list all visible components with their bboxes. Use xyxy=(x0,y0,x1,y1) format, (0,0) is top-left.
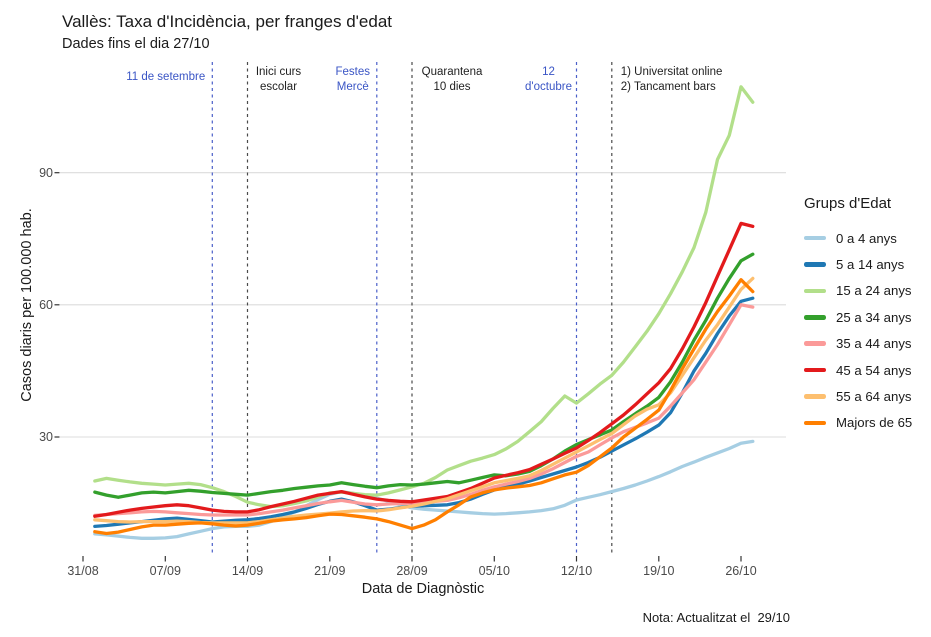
event-label-line: Mercè xyxy=(336,80,369,93)
event-label-line: 11 de setembre xyxy=(126,71,206,83)
event-label-line: 2) Tancament bars xyxy=(620,80,716,93)
chart-title: Vallès: Taxa d'Incidència, per franges d… xyxy=(62,12,393,31)
legend-items: 0 a 4 anys 5 a 14 anys 15 a 24 anys 25 a 34… xyxy=(804,225,931,436)
x-tick-label: 21/09 xyxy=(314,564,346,578)
y-tick-label: 60 xyxy=(39,297,53,312)
event-label-festes: Festes Mercè xyxy=(335,65,370,94)
event-label-line: escolar xyxy=(259,80,298,93)
footer-note: Nota: Actualitzat el 29/10 xyxy=(642,610,790,625)
legend-item-45-a-54-anys: 45 a 54 anys xyxy=(804,357,931,383)
event-label-1-universitat-online: 1) Universitat online 2) Tancament bars xyxy=(621,65,723,94)
event-label-11-de-setembre: 11 de setembre xyxy=(126,70,205,85)
event-label-line: Festes xyxy=(335,66,371,78)
event-label-inici-curs: Inici curs escolar xyxy=(256,65,301,94)
legend-swatch-55-a-64-anys xyxy=(804,394,826,399)
x-tick-label: 28/09 xyxy=(396,564,428,578)
legend-title: Grups d'Edat xyxy=(804,195,892,212)
event-label-line: 10 dies xyxy=(433,80,471,93)
legend-swatch-25-a-34-anys xyxy=(804,315,826,320)
legend-swatch-35-a-44-anys xyxy=(804,341,826,347)
y-tick-label: 90 xyxy=(39,165,53,180)
legend-swatch-majors-de-65 xyxy=(804,420,826,426)
legend-swatch-15-a-24-anys xyxy=(804,288,826,294)
series-line-majors-de-65 xyxy=(93,278,755,536)
legend-item-25-a-34-anys: 25 a 34 anys xyxy=(804,304,931,330)
event-label-12: 12 d'octubre xyxy=(525,65,572,94)
x-tick-label: 07/09 xyxy=(149,564,181,578)
legend-label: 0 a 4 anys xyxy=(836,230,897,246)
event-label-line: Inici curs xyxy=(255,66,302,78)
legend-item-35-a-44-anys: 35 a 44 anys xyxy=(804,331,931,357)
legend-label: 15 a 24 anys xyxy=(836,283,912,299)
legend-item-0-a-4-anys: 0 a 4 anys xyxy=(804,225,931,251)
legend-item-5-a-14-anys: 5 a 14 anys xyxy=(804,251,931,277)
legend-swatch-0-a-4-anys xyxy=(804,235,826,241)
legend-swatch-45-a-54-anys xyxy=(804,367,826,373)
event-label-line: Quarantena xyxy=(421,66,483,78)
legend-item-55-a-64-anys: 55 a 64 anys xyxy=(804,383,931,409)
y-tick-label: 30 xyxy=(39,430,53,444)
legend-swatch-5-a-14-anys xyxy=(804,262,826,267)
legend-label: 55 a 64 anys xyxy=(836,389,912,405)
x-tick-label: 14/09 xyxy=(231,564,264,578)
series-line-25-a-34-anys xyxy=(93,252,755,499)
legend-label: Majors de 65 xyxy=(836,415,913,431)
event-label-quarantena: Quarantena 10 dies xyxy=(422,65,483,94)
legend-label: 25 a 34 anys xyxy=(836,309,912,325)
x-tick-label: 31/08 xyxy=(67,564,99,578)
legend-label: 35 a 44 anys xyxy=(836,336,912,352)
event-label-line: 1) Universitat online xyxy=(620,66,723,78)
event-label-line: d'octubre xyxy=(525,80,572,93)
x-tick-label: 19/10 xyxy=(643,564,675,578)
series-line-15-a-24-anys xyxy=(93,85,755,509)
x-axis-title: Data de Diagnòstic xyxy=(361,581,485,597)
legend-label: 5 a 14 anys xyxy=(836,257,905,273)
x-tick-label: 05/10 xyxy=(478,564,510,578)
legend-item-15-a-24-anys: 15 a 24 anys xyxy=(804,278,931,304)
chart-subtitle: Dades fins el dia 27/10 xyxy=(62,36,210,52)
x-tick-label: 26/10 xyxy=(725,564,757,578)
series-line-0-a-4-anys xyxy=(93,439,755,540)
event-label-line: 12 xyxy=(542,66,555,78)
legend: Grups d'Edat 0 a 4 anys 5 a 14 anys 15 a 2… xyxy=(804,195,931,436)
legend-label: 45 a 54 anys xyxy=(836,362,912,378)
x-tick-label: 12/10 xyxy=(560,564,593,578)
series-line-45-a-54-anys xyxy=(93,221,755,518)
legend-item-majors-de-65: Majors de 65 xyxy=(804,410,931,436)
